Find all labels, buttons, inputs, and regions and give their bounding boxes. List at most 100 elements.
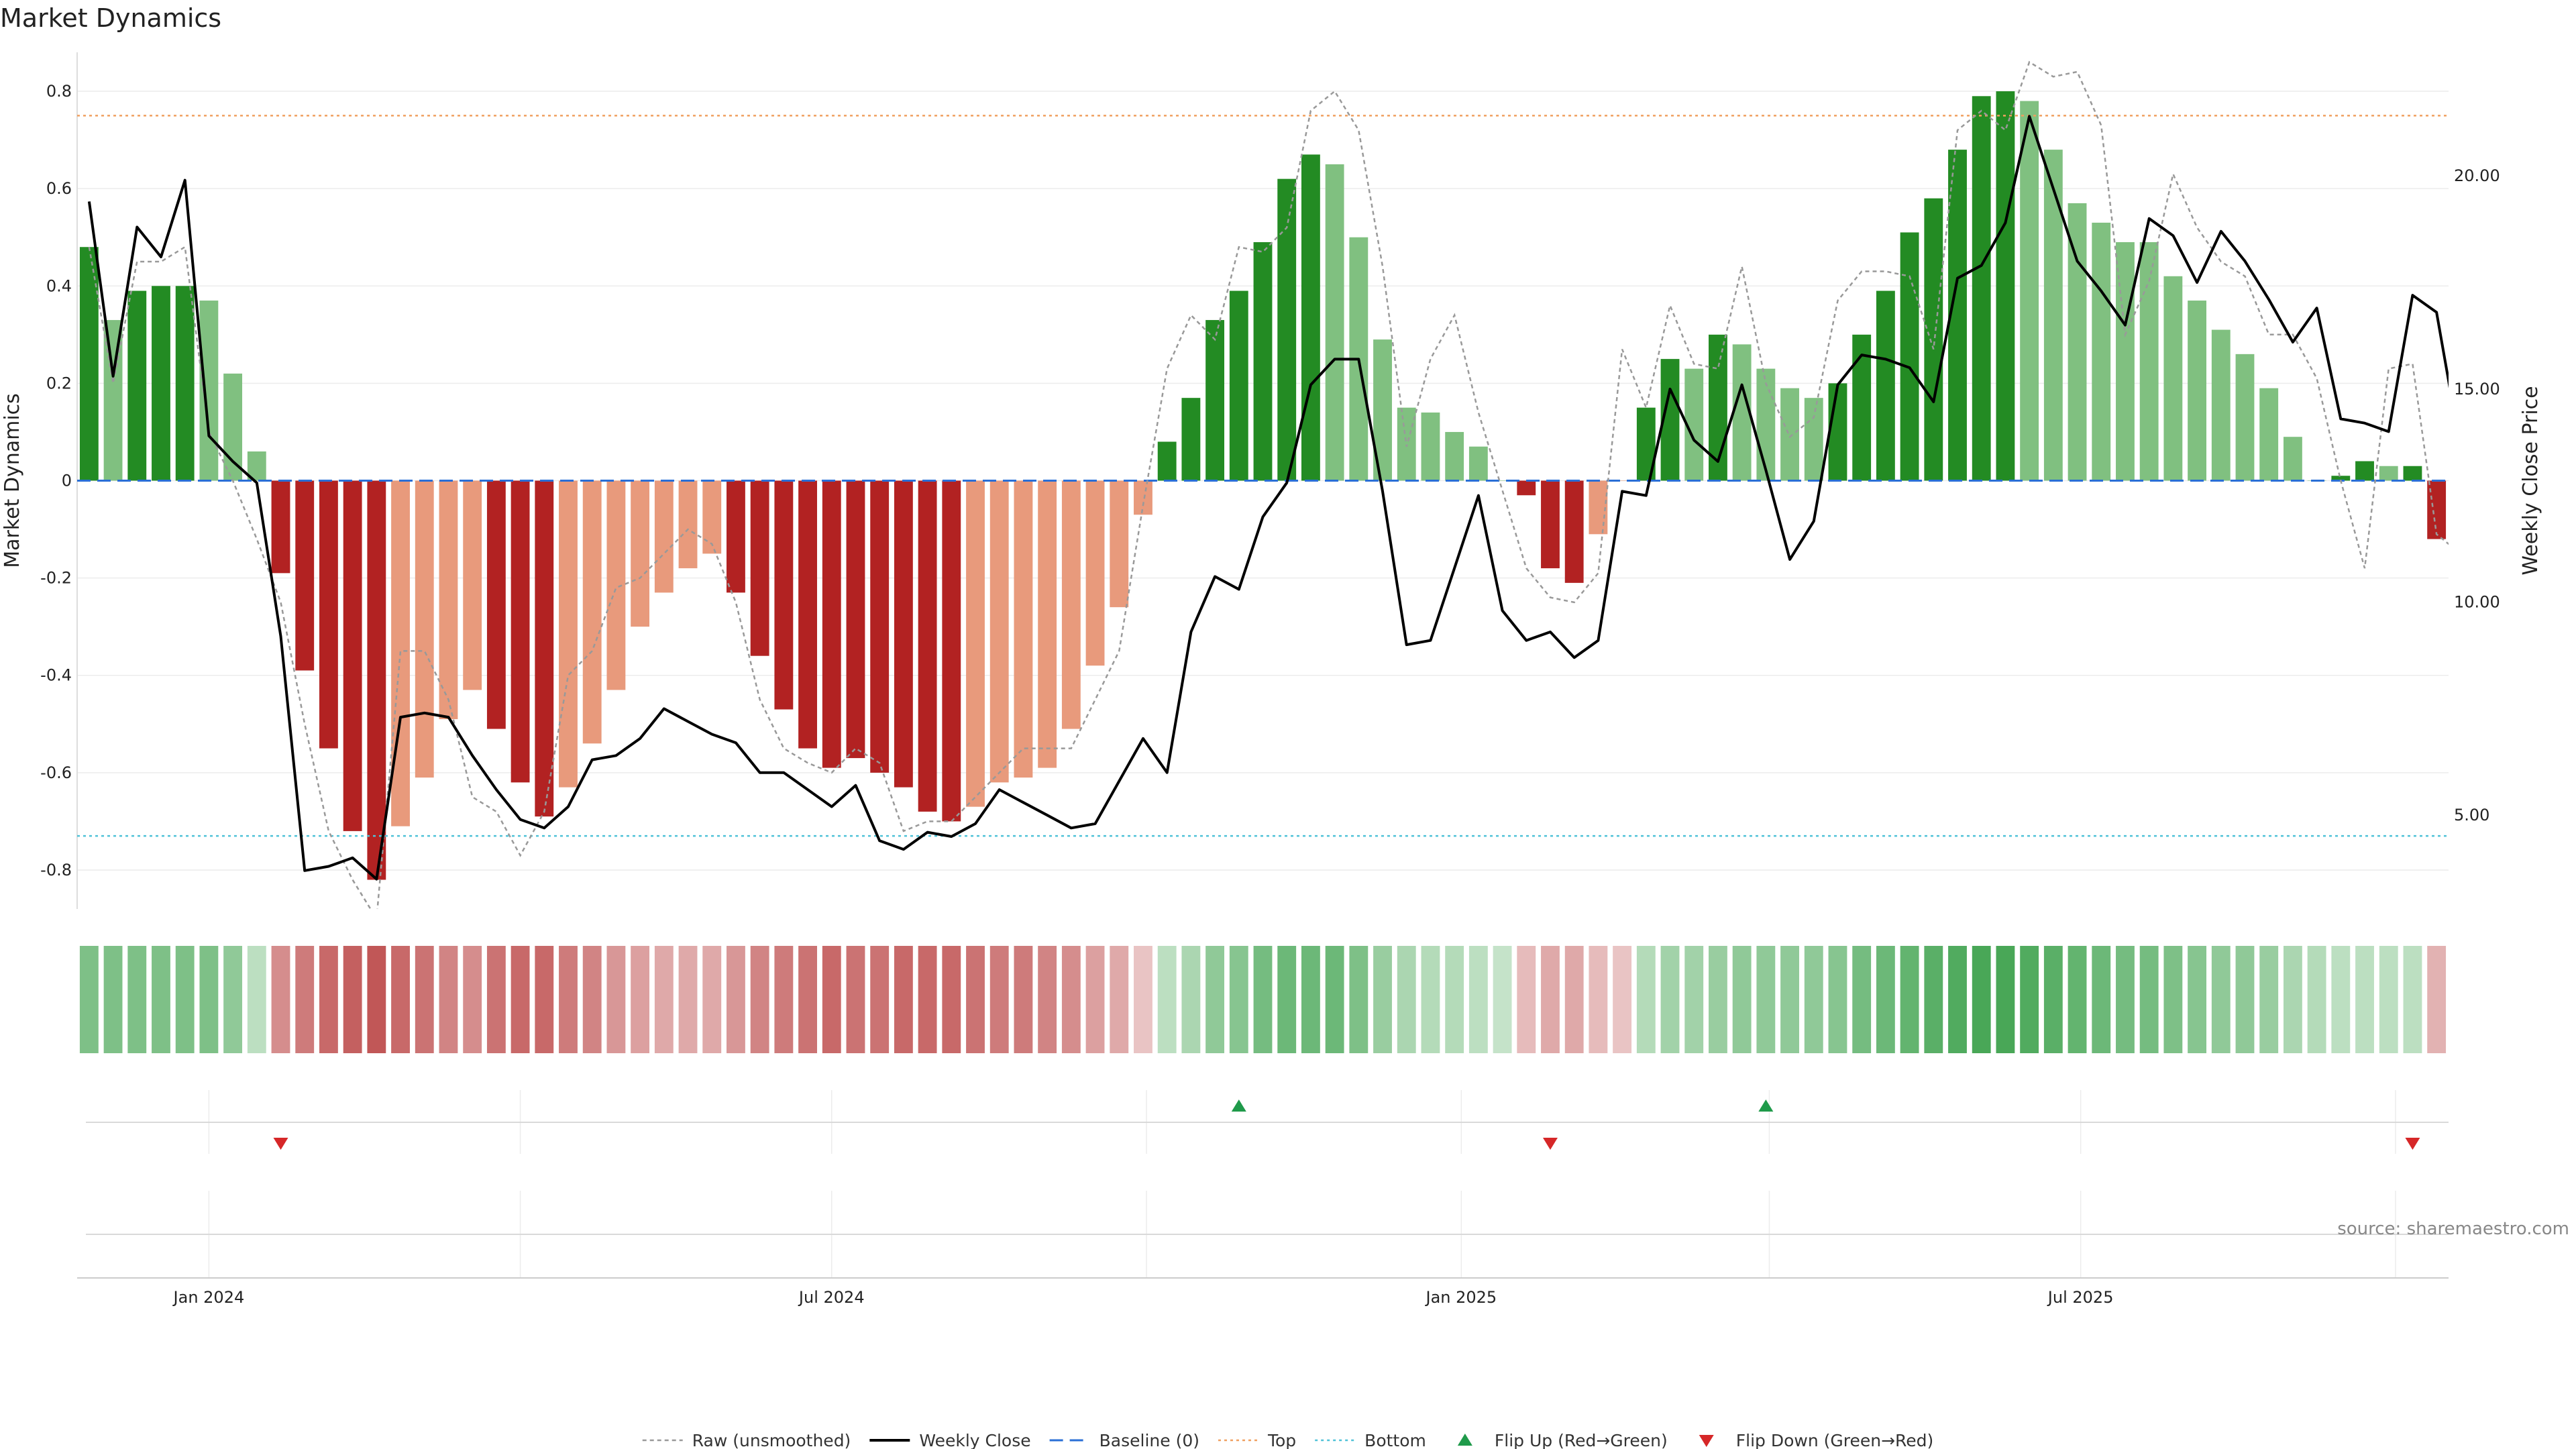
- bar: [654, 480, 674, 593]
- bar: [2403, 466, 2422, 481]
- bar: [1157, 441, 1177, 481]
- heat-cell: [1253, 946, 1273, 1053]
- heat-cell: [1421, 946, 1440, 1053]
- flip-down-marker: [1542, 1138, 1558, 1150]
- heat-cell: [1828, 946, 1847, 1053]
- bar: [2020, 101, 2039, 481]
- bar: [223, 373, 243, 481]
- flip-up-marker: [1758, 1099, 1774, 1112]
- heat-cell: [2403, 946, 2422, 1053]
- bar: [1253, 241, 1273, 481]
- heat-cell: [798, 946, 817, 1053]
- bar: [415, 480, 434, 778]
- heat-cell: [1325, 946, 1344, 1053]
- heat-cell: [1924, 946, 1943, 1053]
- bar: [1804, 398, 1823, 481]
- bar: [702, 480, 722, 554]
- heat-cell: [1756, 946, 1776, 1053]
- heat-cell: [247, 946, 266, 1053]
- heat-cell: [1493, 946, 1512, 1053]
- y-tick-label: 0.6: [46, 179, 72, 198]
- bar: [1972, 96, 1991, 481]
- legend-label: Weekly Close: [919, 1431, 1030, 1449]
- y-tick-label: -0.4: [40, 666, 72, 685]
- legend-label: Baseline (0): [1099, 1431, 1199, 1449]
- heat-cell: [152, 946, 170, 1053]
- heat-cell: [175, 946, 195, 1053]
- heat-cell: [223, 946, 243, 1053]
- heat-cell: [319, 946, 338, 1053]
- heat-cell: [1804, 946, 1823, 1053]
- heat-cell: [2163, 946, 2183, 1053]
- y2-tick-label: 10.00: [2454, 593, 2500, 612]
- bar: [463, 480, 482, 690]
- heat-cell: [271, 946, 290, 1053]
- heat-cell: [1277, 946, 1297, 1053]
- heat-cell: [1085, 946, 1105, 1053]
- bar: [1325, 164, 1344, 481]
- y-tick-label: 0: [62, 472, 72, 490]
- bar: [1061, 480, 1081, 729]
- chart-title: Market Dynamics: [0, 3, 221, 33]
- heat-cell: [1709, 946, 1727, 1053]
- bar: [1732, 344, 1752, 481]
- bar: [1517, 480, 1536, 496]
- heat-cell: [989, 946, 1009, 1053]
- bar: [127, 290, 147, 481]
- bar: [1229, 290, 1248, 481]
- heat-cell: [343, 946, 362, 1053]
- heat-cell: [1564, 946, 1584, 1053]
- x-axis-panel: Jan 2024 Jul 2024 Jan 2025 Jul 2025: [77, 1191, 2449, 1307]
- heat-cell: [606, 946, 626, 1053]
- bar: [2163, 276, 2183, 481]
- heat-cell: [654, 946, 674, 1053]
- legend-item: Baseline (0): [1049, 1431, 1199, 1449]
- bar: [989, 480, 1009, 783]
- heat-cell: [582, 946, 602, 1053]
- bar: [2188, 301, 2207, 481]
- bar: [918, 480, 937, 812]
- heat-cell: [1948, 946, 1967, 1053]
- y2-axis-label: Weekly Close Price: [2519, 386, 2542, 575]
- heat-cell: [702, 946, 722, 1053]
- raw-series-line: [88, 60, 2449, 909]
- heat-cell: [1972, 946, 1991, 1053]
- bar: [2355, 461, 2374, 481]
- bar: [2139, 241, 2159, 481]
- bar: [1205, 320, 1225, 481]
- bar: [295, 480, 315, 671]
- bar: [2379, 466, 2398, 481]
- bar: [870, 480, 890, 773]
- heat-cell: [1900, 946, 1919, 1053]
- y-axis-label: Market Dynamics: [1, 393, 24, 568]
- heat-cell: [439, 946, 458, 1053]
- heat-cell: [2092, 946, 2111, 1053]
- heat-cell: [1397, 946, 1416, 1053]
- bar: [942, 480, 961, 822]
- heat-cell: [2139, 946, 2159, 1053]
- heat-cell: [727, 946, 745, 1053]
- bar: [199, 301, 219, 481]
- heat-cell: [1517, 946, 1536, 1053]
- heat-cell: [1852, 946, 1872, 1053]
- y2-tick-label: 5.00: [2454, 806, 2489, 824]
- legend-item: Flip Up (Red→Green): [1457, 1431, 1668, 1449]
- bar: [822, 480, 841, 768]
- legend: Raw (unsmoothed) Weekly Close Baseline (0)…: [642, 1431, 1933, 1449]
- heat-cell: [2116, 946, 2135, 1053]
- bar: [678, 480, 698, 569]
- bar: [2211, 329, 2231, 481]
- bar: [1014, 480, 1033, 778]
- heat-cell: [1301, 946, 1320, 1053]
- heat-cell: [2427, 946, 2447, 1053]
- legend-label: Raw (unsmoothed): [692, 1431, 851, 1449]
- bar: [1181, 398, 1201, 481]
- heat-cell: [870, 946, 890, 1053]
- bar: [343, 480, 362, 831]
- heat-cell: [1732, 946, 1752, 1053]
- heat-cell: [1541, 946, 1560, 1053]
- bar: [798, 480, 817, 749]
- heat-cell: [295, 946, 315, 1053]
- weekly-close-line: [87, 115, 2449, 881]
- heat-cell: [1349, 946, 1368, 1053]
